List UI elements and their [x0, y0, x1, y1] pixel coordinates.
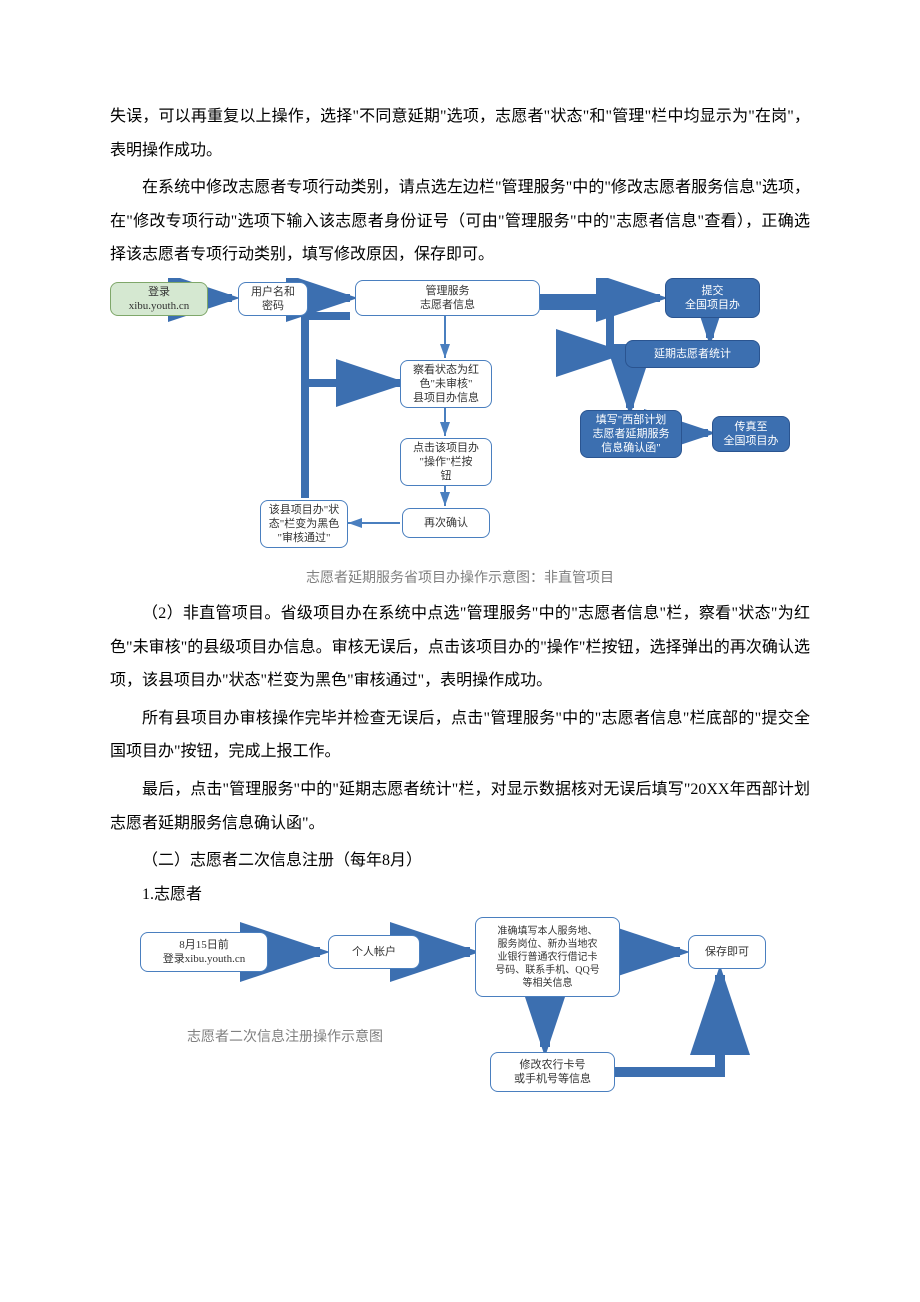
paragraph-4: 所有县项目办审核操作完毕并检查无误后，点击"管理服务"中的"志愿者信息"栏底部的…	[110, 702, 810, 769]
node-fax: 传真至 全国项目办	[712, 416, 790, 452]
node2-fill: 准确填写本人服务地、 服务岗位、新办当地农 业银行普通农行借记卡 号码、联系手机…	[475, 917, 620, 997]
node-user: 用户名和 密码	[238, 282, 308, 316]
node2-login: 8月15日前 登录xibu.youth.cn	[140, 932, 268, 972]
paragraph-1: 失误，可以再重复以上操作，选择"不同意延期"选项，志愿者"状态"和"管理"栏中均…	[110, 100, 810, 167]
caption-2: 志愿者二次信息注册操作示意图	[170, 1026, 400, 1046]
node2-account: 个人帐户	[328, 935, 420, 969]
node-manage: 管理服务 志愿者信息	[355, 280, 540, 316]
node-click: 点击该项目办 "操作"栏按 钮	[400, 438, 492, 486]
paragraph-2: 在系统中修改志愿者专项行动类别，请点选左边栏"管理服务"中的"修改志愿者服务信息…	[110, 171, 810, 272]
flowchart-1: 登录 xibu.youth.cn 用户名和 密码 管理服务 志愿者信息 提交 全…	[110, 278, 810, 563]
node-login: 登录 xibu.youth.cn	[110, 282, 208, 316]
paragraph-5: 最后，点击"管理服务"中的"延期志愿者统计"栏，对显示数据核对无误后填写"20X…	[110, 773, 810, 840]
caption-1: 志愿者延期服务省项目办操作示意图：非直管项目	[110, 567, 810, 587]
node2-modify: 修改农行卡号 或手机号等信息	[490, 1052, 615, 1092]
node-stat: 延期志愿者统计	[625, 340, 760, 368]
node-county: 该县项目办"状 态"栏变为黑色 "审核通过"	[260, 500, 348, 548]
node-submit: 提交 全国项目办	[665, 278, 760, 318]
flowchart-2: 8月15日前 登录xibu.youth.cn 个人帐户 准确填写本人服务地、 服…	[110, 917, 810, 1107]
node2-save: 保存即可	[688, 935, 766, 969]
node-view: 察看状态为红 色"未审核" 县项目办信息	[400, 360, 492, 408]
paragraph-3: （2）非直管项目。省级项目办在系统中点选"管理服务"中的"志愿者信息"栏，察看"…	[110, 597, 810, 698]
sub-1: 1.志愿者	[110, 878, 810, 912]
node-confirm: 再次确认	[402, 508, 490, 538]
node-fill: 填写"西部计划 志愿者延期服务 信息确认函"	[580, 410, 682, 458]
section-2-title: （二）志愿者二次信息注册（每年8月）	[110, 844, 810, 878]
